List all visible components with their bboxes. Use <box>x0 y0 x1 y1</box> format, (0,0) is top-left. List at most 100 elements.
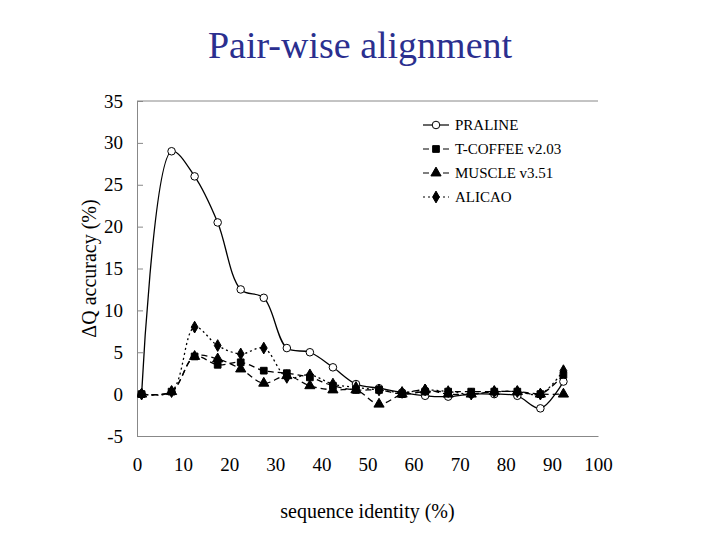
x-tick-label: 60 <box>405 454 424 475</box>
series-marker <box>168 147 176 155</box>
series-marker <box>237 348 244 360</box>
series-marker <box>191 321 198 333</box>
y-tick: 10 <box>104 300 143 321</box>
y-axis-title: ΔQ accuracy (%) <box>78 199 101 337</box>
series-marker <box>138 388 145 400</box>
x-tick-label: 10 <box>174 454 193 475</box>
y-tick: 5 <box>114 342 144 363</box>
x-tick-label: 100 <box>584 454 613 475</box>
series-marker <box>491 386 498 398</box>
series-marker <box>214 340 221 352</box>
y-tick-label: 0 <box>114 384 124 405</box>
y-tick: 35 <box>104 91 143 112</box>
legend-marker <box>431 167 441 176</box>
x-tick: 50 <box>359 436 378 475</box>
x-tick-label: 30 <box>266 454 285 475</box>
y-axis: -505101520253035 <box>104 91 143 447</box>
series-marker <box>190 351 200 360</box>
y-tick-label: 10 <box>104 300 123 321</box>
series-marker <box>399 387 406 399</box>
series-marker <box>306 348 314 356</box>
y-tick-label: 30 <box>104 132 123 153</box>
legend-item: ALICAO <box>423 189 512 205</box>
series-marker <box>560 365 567 377</box>
legend-marker <box>432 121 440 129</box>
series-marker <box>260 367 267 374</box>
series-marker <box>514 386 521 398</box>
x-tick-label: 80 <box>497 454 516 475</box>
y-tick: 30 <box>104 132 143 153</box>
legend-marker <box>433 191 440 203</box>
series-marker <box>537 388 544 400</box>
legend-item: MUSCLE v3.51 <box>423 165 553 181</box>
series-marker <box>560 378 568 386</box>
y-tick-label: 35 <box>104 91 123 112</box>
legend: PRALINE T-COFFEE v2.03 MUSCLE v3.51 ALICAO <box>423 117 561 205</box>
series-marker <box>214 361 221 368</box>
legend-marker <box>433 146 440 153</box>
series-marker <box>260 342 267 354</box>
y-tick: 15 <box>104 258 143 279</box>
series-marker <box>422 384 429 396</box>
legend-item: PRALINE <box>423 117 518 133</box>
y-tick-label: 15 <box>104 258 123 279</box>
x-tick: 40 <box>312 436 331 475</box>
x-tick-label: 90 <box>543 454 562 475</box>
x-tick-label: 50 <box>359 454 378 475</box>
x-axis-line <box>138 436 599 437</box>
series-marker <box>213 353 223 362</box>
x-tick: 90 <box>543 436 562 475</box>
series-marker <box>237 286 245 294</box>
y-tick-mark <box>137 310 143 311</box>
y-tick-mark <box>137 352 143 353</box>
chart: Pair-wise alignment-50510152025303501020… <box>0 0 720 540</box>
series-marker <box>236 363 246 372</box>
series-marker <box>306 369 313 381</box>
series-marker <box>353 382 360 394</box>
x-tick-label: 70 <box>451 454 470 475</box>
y-tick-label: 20 <box>104 216 123 237</box>
legend-label: T-COFFEE v2.03 <box>455 141 561 157</box>
x-tick: 100 <box>584 436 613 475</box>
series-line <box>142 151 564 408</box>
series-marker <box>376 384 383 396</box>
series-marker <box>191 173 199 181</box>
series-marker <box>537 405 545 413</box>
y-tick: 20 <box>104 216 143 237</box>
y-tick-mark <box>137 185 143 186</box>
series-marker <box>260 294 268 302</box>
series-marker <box>468 388 475 400</box>
legend-label: MUSCLE v3.51 <box>455 165 553 181</box>
x-tick-label: 40 <box>312 454 331 475</box>
x-axis-title: sequence identity (%) <box>280 500 454 523</box>
series-marker <box>214 219 222 227</box>
x-tick: 0 <box>133 436 143 475</box>
legend-item: T-COFFEE v2.03 <box>423 141 561 157</box>
legend-label: PRALINE <box>455 117 518 133</box>
series-marker <box>329 364 337 372</box>
series-marker <box>330 378 337 390</box>
x-tick: 80 <box>497 436 516 475</box>
series-line <box>142 355 564 404</box>
x-tick: 70 <box>451 436 470 475</box>
x-tick: 60 <box>405 436 424 475</box>
x-axis: 0 10 20 30 40 50 60 70 80 90 100 <box>133 436 613 475</box>
y-tick-mark <box>137 269 143 270</box>
y-tick-label: 5 <box>114 342 124 363</box>
series-marker <box>259 377 269 386</box>
x-tick: 30 <box>266 436 285 475</box>
marks <box>137 147 569 412</box>
y-tick: 25 <box>104 174 143 195</box>
legend-label: ALICAO <box>455 189 512 205</box>
title: Pair-wise alignment <box>208 24 513 66</box>
series-marker <box>374 398 384 407</box>
series-marker <box>168 386 175 398</box>
y-tick-mark <box>137 101 143 102</box>
y-tick-mark <box>137 143 143 144</box>
series-marker <box>283 371 290 383</box>
frame-top <box>137 101 598 102</box>
series-marker <box>283 344 291 352</box>
x-tick: 20 <box>220 436 239 475</box>
series-line <box>142 327 564 395</box>
series-marker <box>558 388 568 397</box>
